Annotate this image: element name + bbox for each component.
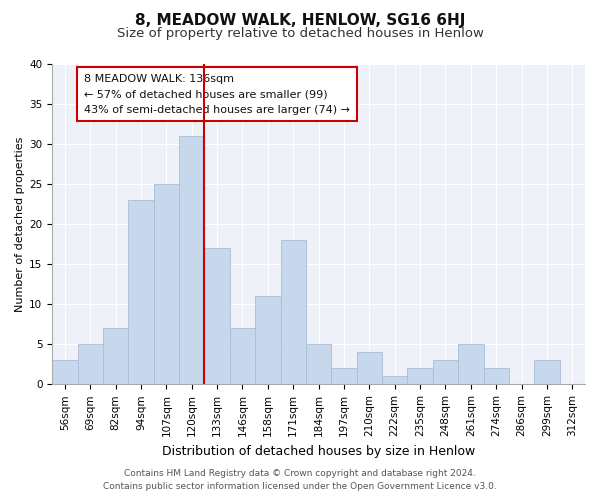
Bar	[205, 248, 230, 384]
Bar	[458, 344, 484, 385]
Bar	[331, 368, 356, 384]
Bar	[356, 352, 382, 384]
X-axis label: Distribution of detached houses by size in Henlow: Distribution of detached houses by size …	[162, 444, 475, 458]
Bar	[534, 360, 560, 384]
Bar	[77, 344, 103, 385]
Bar	[306, 344, 331, 385]
Bar	[255, 296, 281, 384]
Bar	[484, 368, 509, 384]
Text: 8, MEADOW WALK, HENLOW, SG16 6HJ: 8, MEADOW WALK, HENLOW, SG16 6HJ	[135, 12, 465, 28]
Y-axis label: Number of detached properties: Number of detached properties	[15, 136, 25, 312]
Bar	[154, 184, 179, 384]
Bar	[382, 376, 407, 384]
Text: 8 MEADOW WALK: 136sqm
← 57% of detached houses are smaller (99)
43% of semi-deta: 8 MEADOW WALK: 136sqm ← 57% of detached …	[84, 74, 350, 115]
Bar	[128, 200, 154, 384]
Bar	[103, 328, 128, 384]
Bar	[230, 328, 255, 384]
Text: Contains HM Land Registry data © Crown copyright and database right 2024.
Contai: Contains HM Land Registry data © Crown c…	[103, 470, 497, 491]
Bar	[433, 360, 458, 384]
Text: Size of property relative to detached houses in Henlow: Size of property relative to detached ho…	[116, 28, 484, 40]
Bar	[52, 360, 77, 384]
Bar	[281, 240, 306, 384]
Bar	[179, 136, 205, 384]
Bar	[407, 368, 433, 384]
